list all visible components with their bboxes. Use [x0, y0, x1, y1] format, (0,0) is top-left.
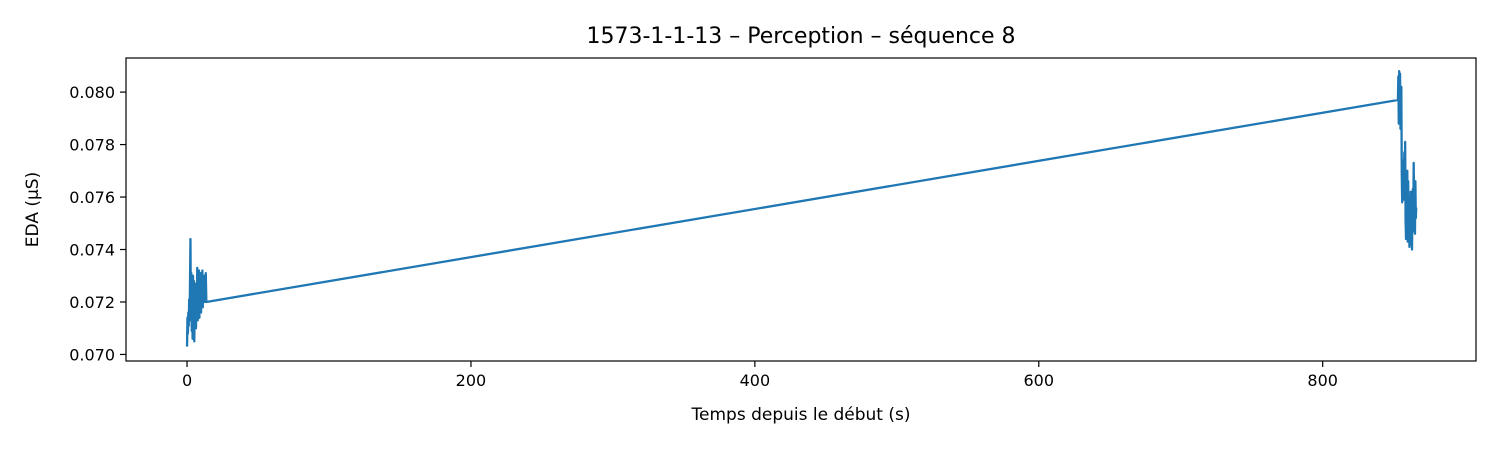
y-tick-label: 0.078 [69, 136, 115, 155]
y-tick-label: 0.074 [69, 241, 115, 260]
y-tick-label: 0.072 [69, 293, 115, 312]
y-tick-label: 0.070 [69, 345, 115, 364]
chart-title: 1573-1-1-13 – Perception – séquence 8 [586, 24, 1015, 49]
x-axis-label: Temps depuis le début (s) [691, 405, 911, 425]
eda-series-line [185, 69, 1418, 347]
x-tick-label: 800 [1307, 371, 1338, 390]
y-axis-label: EDA (µS) [23, 172, 43, 247]
y-tick-label: 0.080 [69, 83, 115, 102]
plot-frame [125, 57, 1477, 362]
x-tick-label: 0 [182, 371, 192, 390]
x-axis-ticks: 0 200 400 600 800 [182, 361, 1338, 390]
x-tick-label: 400 [740, 371, 771, 390]
x-tick-label: 600 [1024, 371, 1055, 390]
y-tick-label: 0.076 [69, 188, 115, 207]
x-tick-label: 200 [456, 371, 487, 390]
series-layer [185, 69, 1418, 347]
y-axis-ticks: 0.070 0.072 0.074 0.076 0.078 0.080 [69, 83, 126, 364]
